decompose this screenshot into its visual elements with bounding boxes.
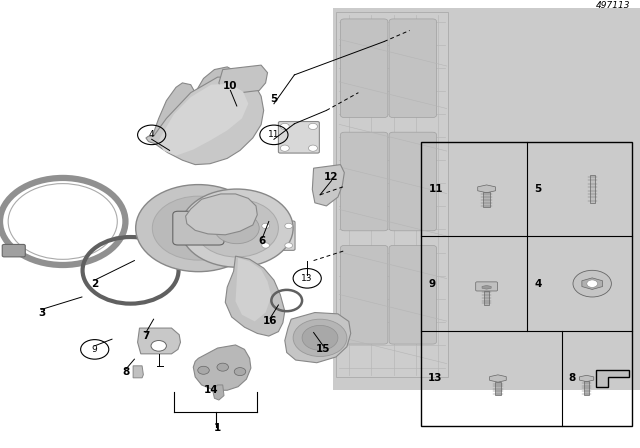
Text: 10: 10 [223, 81, 237, 91]
Text: 8: 8 [122, 367, 130, 378]
Circle shape [280, 145, 289, 151]
FancyBboxPatch shape [389, 19, 436, 117]
Polygon shape [285, 313, 351, 363]
Bar [484, 291, 490, 305]
Text: 13: 13 [428, 374, 442, 383]
Polygon shape [195, 67, 240, 105]
FancyBboxPatch shape [340, 246, 388, 344]
Circle shape [308, 145, 317, 151]
Circle shape [234, 368, 246, 375]
Text: 13: 13 [301, 274, 313, 283]
Circle shape [214, 213, 259, 244]
Polygon shape [596, 370, 629, 387]
Bar [483, 192, 490, 207]
Text: 5: 5 [534, 184, 541, 194]
FancyBboxPatch shape [2, 245, 25, 257]
Text: 497113: 497113 [596, 1, 630, 10]
Circle shape [198, 366, 209, 374]
FancyBboxPatch shape [278, 121, 319, 153]
Circle shape [151, 340, 166, 351]
Polygon shape [346, 13, 448, 377]
FancyBboxPatch shape [389, 246, 436, 344]
Polygon shape [212, 385, 224, 400]
Text: 6: 6 [259, 237, 266, 246]
Bar [421, 142, 632, 426]
Text: 8: 8 [568, 374, 575, 383]
Text: 4: 4 [149, 130, 154, 139]
FancyBboxPatch shape [173, 211, 224, 245]
Circle shape [217, 363, 228, 371]
Polygon shape [186, 194, 257, 235]
Polygon shape [236, 258, 271, 321]
Circle shape [302, 325, 338, 350]
Circle shape [293, 319, 347, 357]
Text: 2: 2 [91, 279, 99, 289]
Polygon shape [159, 84, 248, 156]
Text: 11: 11 [429, 184, 444, 194]
Polygon shape [490, 375, 506, 382]
Text: 9: 9 [92, 345, 97, 354]
Circle shape [285, 243, 292, 248]
Polygon shape [146, 77, 264, 164]
Circle shape [152, 196, 244, 260]
Circle shape [280, 123, 289, 129]
Text: 9: 9 [429, 279, 436, 289]
FancyBboxPatch shape [340, 132, 388, 231]
Text: 4: 4 [534, 279, 542, 289]
Circle shape [195, 199, 278, 257]
Bar [589, 175, 595, 202]
FancyBboxPatch shape [340, 19, 388, 117]
Text: 16: 16 [263, 316, 277, 327]
Circle shape [136, 185, 261, 271]
FancyBboxPatch shape [389, 132, 436, 231]
Polygon shape [150, 83, 195, 142]
Polygon shape [582, 278, 602, 289]
Polygon shape [477, 185, 495, 193]
Circle shape [262, 223, 269, 228]
Text: 1: 1 [214, 423, 221, 433]
Text: 11: 11 [268, 130, 280, 139]
Text: 14: 14 [204, 385, 218, 395]
Circle shape [587, 280, 598, 287]
Polygon shape [579, 375, 594, 382]
Circle shape [262, 243, 269, 248]
Text: 5: 5 [270, 95, 278, 104]
Text: 12: 12 [324, 172, 339, 182]
Bar [495, 382, 501, 396]
Circle shape [285, 223, 292, 228]
FancyBboxPatch shape [259, 221, 295, 250]
Text: 15: 15 [316, 345, 330, 354]
FancyBboxPatch shape [476, 282, 497, 291]
Polygon shape [333, 8, 640, 390]
Circle shape [180, 189, 293, 267]
Circle shape [573, 270, 611, 297]
Polygon shape [193, 345, 251, 390]
Polygon shape [138, 328, 180, 354]
Polygon shape [219, 65, 268, 95]
Text: 7: 7 [142, 331, 150, 341]
Text: 3: 3 [38, 307, 45, 318]
Polygon shape [225, 256, 285, 336]
Bar [584, 381, 589, 396]
Circle shape [308, 123, 317, 129]
Polygon shape [336, 12, 448, 377]
Polygon shape [133, 366, 143, 378]
Polygon shape [312, 164, 344, 206]
Polygon shape [482, 285, 491, 289]
